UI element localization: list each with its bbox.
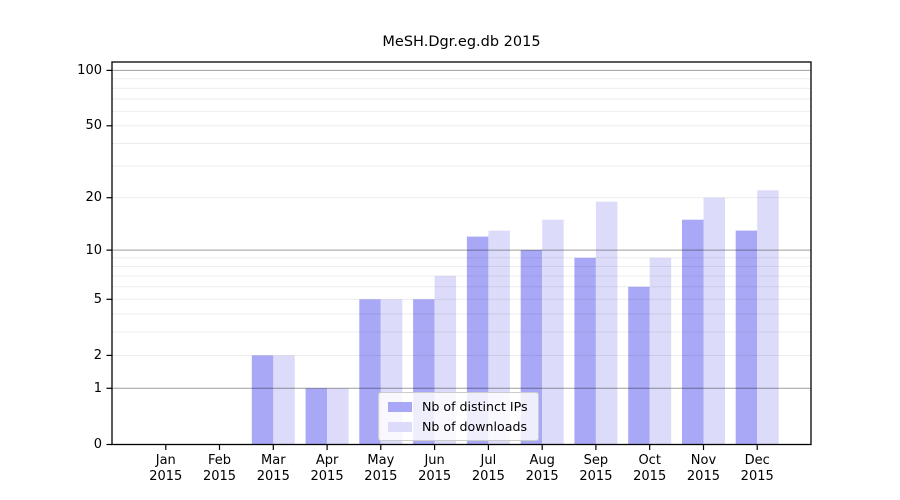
y-tick-label: 100 <box>77 62 102 78</box>
y-tick-label: 0 <box>93 437 102 452</box>
x-tick-label-year: 2015 <box>471 468 505 484</box>
bar-distinct-ips <box>682 219 704 445</box>
x-tick-label-year: 2015 <box>525 468 559 484</box>
y-tick-label: 10 <box>85 242 102 258</box>
bar-distinct-ips <box>574 257 596 445</box>
bar-distinct-ips <box>305 388 328 445</box>
legend-label-downloads: Nb of downloads <box>422 419 528 434</box>
x-tick-label: Oct 2015 <box>615 453 685 485</box>
x-tick-label-year: 2015 <box>149 468 183 484</box>
x-tick-label-month: Sep <box>583 452 609 468</box>
x-tick-label-year: 2015 <box>256 468 290 484</box>
x-tick-label-month: Aug <box>529 452 555 468</box>
x-tick-label-year: 2015 <box>633 468 667 484</box>
bar-distinct-ips <box>359 299 381 445</box>
x-tick-label-month: Oct <box>638 452 661 468</box>
x-tick-label-year: 2015 <box>579 468 613 484</box>
legend-item-distinct-ips: Nb of distinct IPs <box>388 399 528 414</box>
bar-downloads <box>488 230 510 445</box>
bar-downloads <box>327 388 349 445</box>
bar-distinct-ips <box>628 286 650 445</box>
bar-downloads <box>542 219 564 445</box>
x-tick-label: Aug 2015 <box>507 453 577 485</box>
x-tick-label-month: Apr <box>315 452 339 468</box>
y-tick-label: 20 <box>85 190 102 206</box>
x-tick-label: Sep 2015 <box>561 453 631 485</box>
x-tick-label: Jul 2015 <box>453 453 523 485</box>
legend-swatch-distinct-ips <box>388 401 412 412</box>
x-tick-label-month: Jun <box>424 452 445 468</box>
x-tick-label-year: 2015 <box>686 468 720 484</box>
bar-downloads <box>757 190 779 445</box>
x-tick-label-month: Mar <box>261 452 286 468</box>
x-tick-label-month: Jan <box>155 452 176 468</box>
legend: Nb of distinct IPs Nb of downloads <box>378 392 539 441</box>
bar-downloads <box>649 257 672 445</box>
x-tick-label-month: Feb <box>208 452 232 468</box>
y-tick-label: 5 <box>93 291 102 307</box>
x-tick-label-year: 2015 <box>418 468 452 484</box>
x-tick-label-year: 2015 <box>364 468 398 484</box>
chart-title: MeSH.Dgr.eg.db 2015 <box>382 34 541 50</box>
legend-swatch-downloads <box>388 421 412 432</box>
x-tick-label: Nov 2015 <box>668 453 738 485</box>
plot-frame <box>111 61 812 446</box>
x-tick-label: Jun 2015 <box>400 453 470 485</box>
x-tick-label-month: May <box>367 452 395 468</box>
x-tick-label: Dec 2015 <box>722 453 792 485</box>
bar-downloads <box>595 201 618 445</box>
bar-downloads <box>703 197 725 445</box>
x-tick-label-year: 2015 <box>202 468 237 484</box>
x-tick-label: Apr 2015 <box>292 453 362 485</box>
x-tick-label: May 2015 <box>346 453 416 485</box>
bar-distinct-ips <box>735 230 758 445</box>
x-tick-label-month: Nov <box>690 452 717 468</box>
x-tick-label-month: Dec <box>744 452 770 468</box>
x-tick-label-month: Jul <box>480 452 497 468</box>
bar-downloads <box>273 355 295 445</box>
y-tick-label: 50 <box>85 118 102 134</box>
x-tick-label: Feb 2015 <box>185 453 255 485</box>
y-tick-label: 2 <box>93 347 102 363</box>
y-tick-label: 1 <box>93 380 102 396</box>
x-tick-label: Jan 2015 <box>131 453 201 485</box>
legend-label-distinct-ips: Nb of distinct IPs <box>422 399 528 414</box>
x-tick-label: Mar 2015 <box>238 453 308 485</box>
x-tick-label-year: 2015 <box>740 468 774 484</box>
legend-item-downloads: Nb of downloads <box>388 419 528 434</box>
bar-distinct-ips <box>251 355 274 445</box>
x-tick-label-year: 2015 <box>310 468 344 484</box>
